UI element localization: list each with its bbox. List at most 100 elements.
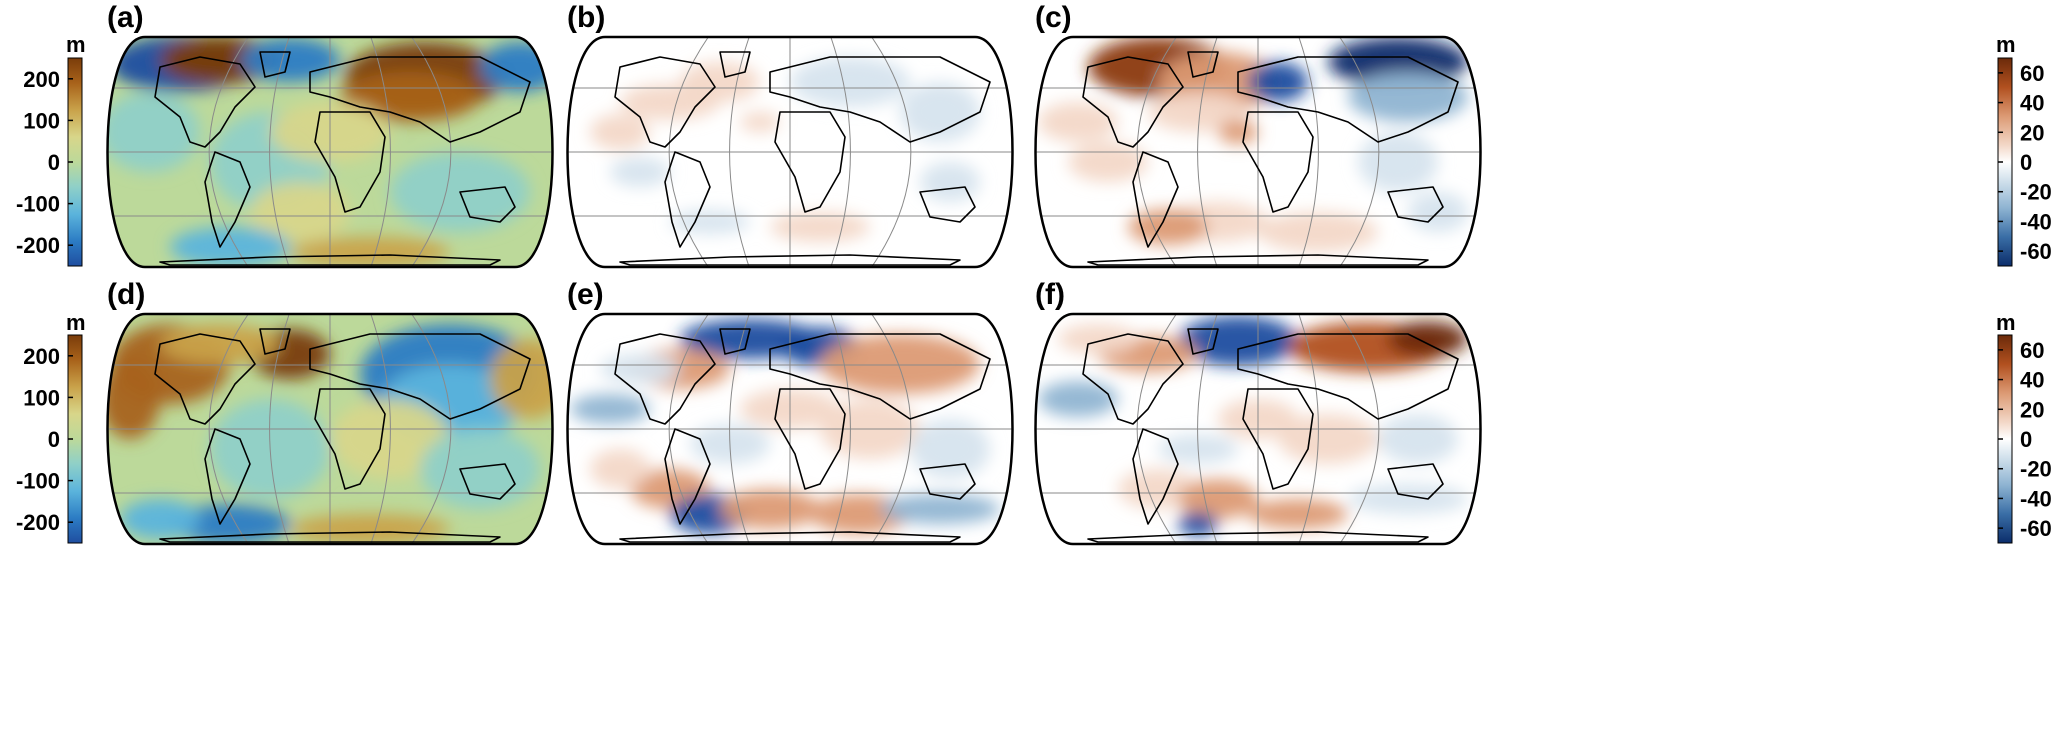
coastline [664, 151, 711, 248]
coastline [1187, 328, 1219, 355]
graticule-meridian [1298, 37, 1319, 267]
coastline [159, 531, 501, 543]
coastline [719, 51, 751, 78]
graticule-meridian [1197, 37, 1218, 267]
coastline [664, 428, 711, 525]
coastlines [1082, 328, 1459, 543]
graticule-meridian [871, 37, 912, 267]
anomaly-field [1038, 316, 1468, 536]
map-panel-c: (c) [1034, 1, 1482, 269]
graticule-meridian [1197, 314, 1218, 544]
coastline [1132, 151, 1179, 248]
anomaly-blob [570, 394, 650, 424]
graticule-meridian [269, 314, 290, 544]
anomaly-blob [900, 82, 980, 142]
map-panels: (a) (b) (c) (d) (e) (f) [106, 1, 1482, 546]
colorbar-tick-label: -100 [16, 469, 60, 494]
graticule-meridian [668, 314, 709, 544]
coastline [769, 56, 991, 143]
anomaly-blob [790, 57, 910, 107]
graticule-meridian [830, 37, 851, 267]
anomaly-blob [490, 339, 553, 419]
anomaly-blob [1148, 92, 1248, 132]
graticule-meridian [370, 37, 391, 267]
coastline [1242, 111, 1314, 213]
colorbar-tick-label: 200 [23, 344, 60, 369]
map-outline [566, 35, 1014, 269]
graticule-meridian [1298, 314, 1319, 544]
map-panel-f: (f) [1034, 278, 1482, 546]
coastlines [1082, 51, 1459, 266]
colorbar-tick-label: 0 [48, 427, 60, 452]
colorbar-tick-label: -60 [2020, 516, 2052, 541]
coastline [614, 333, 716, 425]
coastline [719, 328, 751, 355]
colorbar-right-bottom-unit: m [1996, 310, 2016, 335]
colorbar-tick-label: 0 [2020, 427, 2032, 452]
coastlines [614, 51, 991, 266]
colorbar-tick-label: 100 [23, 108, 60, 133]
coastlines [154, 51, 531, 266]
graticule-meridian [1136, 314, 1177, 544]
colorbar-tick-label: -200 [16, 233, 60, 258]
anomaly-blob [1348, 72, 1468, 122]
anomaly-blob [107, 92, 200, 172]
colorbar-tick-label: 0 [2020, 150, 2032, 175]
coastline [1387, 463, 1444, 500]
panel-label-e: (e) [567, 278, 604, 311]
anomaly-blob [1388, 321, 1468, 357]
map-panel-a: (a) [106, 1, 554, 269]
map-field [567, 37, 1013, 267]
coastline [309, 56, 531, 143]
coastline [919, 463, 976, 500]
graticule-meridian [370, 314, 391, 544]
anomaly-blob [880, 494, 1000, 524]
anomaly-blob [680, 62, 760, 102]
colorbar-tick-label: -40 [2020, 209, 2052, 234]
colorbar-tick-label: 20 [2020, 397, 2044, 422]
coastline [1082, 56, 1184, 148]
graticule-meridian [830, 314, 851, 544]
coastline [154, 333, 256, 425]
graticule-meridian [269, 37, 290, 267]
coastline [314, 111, 386, 213]
panel-label-d: (d) [107, 278, 145, 311]
anomaly-blob [820, 334, 980, 394]
coastline [769, 333, 991, 420]
anomaly-blob [1218, 120, 1258, 144]
anomaly-blob [107, 359, 160, 439]
map-panel-e: (e) [566, 278, 1014, 546]
colorbar-tick-label: 20 [2020, 120, 2044, 145]
anomaly-blob [1038, 102, 1118, 142]
coastlines [614, 328, 991, 543]
colorbar-tick-label: 40 [2020, 91, 2044, 116]
colorbar-left-bottom-unit: m [66, 310, 86, 335]
colorbar-tick-label: 60 [2020, 338, 2044, 363]
anomaly-blob [120, 499, 200, 539]
colorbar-tick-label: -20 [2020, 180, 2052, 205]
map-outline [106, 312, 554, 546]
map-field [107, 37, 553, 267]
colorbar-left-top: m 200 100 0 -100 -200 [16, 32, 86, 267]
coastline [459, 186, 516, 223]
anomaly-blob [1068, 142, 1148, 182]
anomaly-blob [920, 162, 980, 202]
graticule-meridian [208, 314, 249, 544]
map-panel-b: (b) [566, 1, 1014, 269]
map-outline [1034, 35, 1482, 269]
coastlines [154, 328, 531, 543]
graticule-meridian [668, 37, 709, 267]
coastline [154, 56, 256, 148]
colorbar-tick-label: -60 [2020, 239, 2052, 264]
graticule [1035, 314, 1481, 544]
anomaly-blob [670, 210, 750, 234]
anomaly-blob [1348, 484, 1468, 514]
panel-label-b: (b) [567, 1, 605, 34]
colorbar-tick-label: -40 [2020, 486, 2052, 511]
anomaly-blob [420, 429, 540, 509]
graticule-meridian [871, 314, 912, 544]
anomaly-blob [240, 38, 340, 82]
coastline [259, 328, 291, 355]
anomaly-blob [250, 182, 350, 242]
